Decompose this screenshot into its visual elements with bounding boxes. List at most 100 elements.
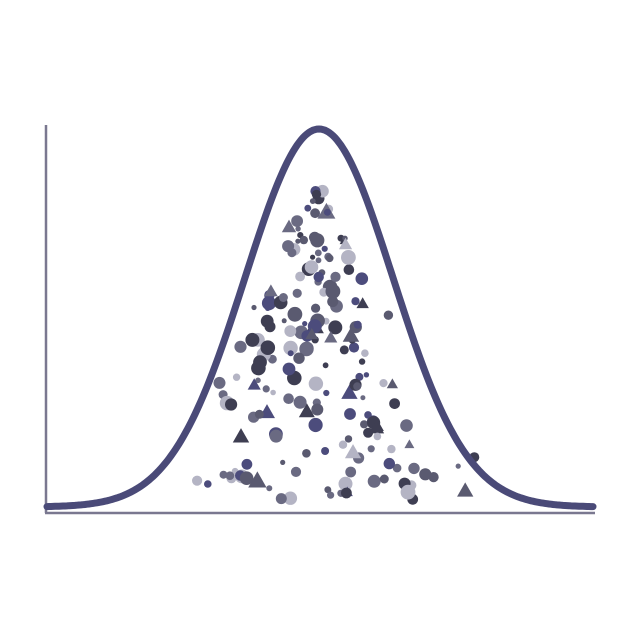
circle-marker (239, 471, 254, 486)
circle-marker (322, 362, 329, 369)
circle-marker (363, 372, 370, 378)
circle-marker (323, 389, 330, 397)
circle-marker (282, 362, 296, 376)
circle-marker (232, 373, 241, 381)
circle-marker (251, 304, 257, 311)
circle-marker (311, 303, 321, 313)
circle-marker (254, 409, 264, 419)
circle-marker (255, 377, 261, 384)
circle-marker (325, 284, 341, 299)
circle-marker (327, 296, 339, 308)
triangle-marker (247, 378, 261, 390)
bell-curve (43, 125, 597, 511)
circle-marker (287, 248, 297, 258)
circle-marker (358, 358, 366, 365)
triangle-marker (338, 237, 353, 250)
circle-marker (328, 320, 343, 335)
circle-marker (219, 470, 228, 479)
circle-marker (262, 385, 270, 393)
circle-marker (367, 445, 375, 453)
circle-marker (330, 271, 341, 282)
circle-marker (379, 379, 388, 388)
circle-marker (284, 325, 297, 337)
circle-marker (408, 462, 420, 475)
circle-marker (275, 493, 287, 505)
circle-marker (266, 485, 273, 492)
circle-marker (353, 382, 362, 391)
circle-marker (192, 475, 203, 486)
circle-marker (304, 204, 312, 212)
circle-marker (379, 474, 389, 484)
circle-marker (373, 432, 382, 441)
circle-marker (302, 321, 308, 327)
circle-marker (283, 393, 294, 405)
circle-marker (345, 466, 357, 478)
circle-marker (341, 487, 352, 499)
circle-marker (392, 463, 402, 473)
circle-marker (204, 480, 212, 488)
triangle-marker (232, 428, 250, 443)
circle-marker (310, 254, 316, 260)
circle-marker (324, 486, 332, 494)
circle-marker (337, 234, 345, 242)
triangle-marker (298, 403, 315, 418)
triangle-marker (404, 439, 415, 449)
circle-marker (360, 420, 369, 429)
circle-marker (339, 345, 349, 355)
circle-marker (245, 332, 260, 347)
circle-marker (315, 257, 322, 264)
circle-marker (293, 395, 307, 409)
circle-marker (213, 376, 226, 389)
circle-marker (265, 305, 271, 311)
circle-marker (307, 319, 322, 334)
circle-marker (281, 318, 287, 324)
circle-marker (292, 288, 302, 298)
triangle-marker (341, 384, 358, 399)
circle-marker (327, 491, 335, 499)
circle-marker (280, 459, 286, 465)
circle-marker (260, 340, 276, 356)
circle-marker (343, 264, 355, 276)
triangle-marker (264, 284, 278, 297)
triangle-marker (344, 444, 362, 459)
triangle-marker (248, 471, 267, 488)
circle-marker (341, 250, 356, 265)
circle-marker (261, 296, 277, 311)
circle-marker (283, 340, 298, 356)
circle-marker (344, 435, 353, 443)
circle-marker (295, 271, 305, 282)
circle-marker (299, 341, 314, 357)
circle-marker (387, 444, 396, 454)
triangle-marker (356, 297, 369, 309)
circle-marker (287, 306, 303, 322)
circle-marker (361, 349, 369, 358)
circle-marker (295, 226, 301, 232)
circle-marker (353, 320, 362, 329)
circle-marker (293, 352, 305, 364)
triangle-marker (305, 327, 319, 340)
circle-marker (309, 198, 316, 205)
circle-marker (344, 408, 356, 420)
circle-marker (400, 419, 413, 432)
circle-marker (364, 411, 372, 419)
circle-marker (295, 238, 301, 244)
circle-marker (302, 449, 311, 458)
circle-marker (455, 463, 461, 469)
circle-marker (348, 342, 360, 353)
circle-marker (383, 310, 394, 320)
triangle-marker (281, 219, 297, 233)
triangle-marker (324, 331, 338, 343)
circle-marker (310, 233, 325, 248)
circle-marker (308, 417, 323, 433)
circle-marker (314, 249, 322, 257)
circle-marker (308, 376, 324, 391)
circle-marker (321, 447, 330, 455)
circle-marker (287, 350, 294, 357)
circle-marker (325, 254, 334, 263)
circle-marker (355, 372, 364, 381)
circle-marker (355, 272, 369, 286)
circle-marker (225, 398, 238, 411)
circle-marker (270, 389, 276, 396)
circle-marker (278, 293, 288, 302)
circle-marker (291, 215, 303, 228)
